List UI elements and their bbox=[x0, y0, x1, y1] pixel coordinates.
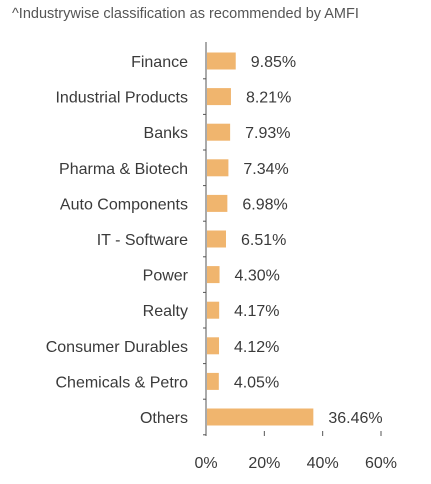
value-label: 9.85% bbox=[251, 54, 296, 71]
category-label: Consumer Durables bbox=[46, 339, 188, 356]
value-label: 7.34% bbox=[243, 161, 288, 178]
bar-5 bbox=[207, 230, 226, 248]
bar-10 bbox=[207, 408, 314, 426]
value-label: 6.51% bbox=[241, 232, 286, 249]
category-label: Pharma & Biotech bbox=[59, 161, 188, 178]
value-label: 4.17% bbox=[234, 303, 279, 320]
x-tick-label: 40% bbox=[307, 455, 339, 472]
bar-6 bbox=[207, 266, 220, 284]
category-label: IT - Software bbox=[97, 232, 188, 249]
category-label: Auto Components bbox=[60, 196, 188, 213]
value-label: 6.98% bbox=[242, 196, 287, 213]
category-label: Power bbox=[143, 268, 189, 285]
bar-7 bbox=[207, 301, 220, 319]
chart-footnote: ^Industrywise classification as recommen… bbox=[12, 6, 359, 22]
chart-bars bbox=[207, 52, 314, 426]
x-tick-label: 20% bbox=[248, 455, 280, 472]
value-label: 4.30% bbox=[235, 268, 280, 285]
category-label: Realty bbox=[143, 303, 188, 320]
bar-0 bbox=[207, 52, 236, 70]
value-label: 4.05% bbox=[234, 374, 279, 391]
chart-axes: 0% 20% 40% 60% bbox=[194, 42, 397, 472]
bar-8 bbox=[207, 337, 220, 355]
bar-1 bbox=[207, 88, 231, 106]
category-label: Finance bbox=[131, 54, 188, 71]
category-label: Industrial Products bbox=[55, 90, 188, 107]
x-tick-label: 60% bbox=[365, 455, 397, 472]
value-label: 8.21% bbox=[246, 90, 291, 107]
category-label: Banks bbox=[144, 125, 188, 142]
x-tick-label: 0% bbox=[194, 455, 217, 472]
category-label: Chemicals & Petro bbox=[56, 374, 189, 391]
value-label: 4.12% bbox=[234, 339, 279, 356]
value-label: 36.46% bbox=[328, 410, 382, 427]
category-label: Others bbox=[140, 410, 188, 427]
chart-labels: Finance 9.85% Industrial Products 8.21% Bank… bbox=[46, 54, 383, 427]
bar-2 bbox=[207, 123, 231, 141]
bar-9 bbox=[207, 372, 219, 390]
value-label: 7.93% bbox=[245, 125, 290, 142]
bar-3 bbox=[207, 159, 229, 177]
bar-4 bbox=[207, 194, 228, 212]
